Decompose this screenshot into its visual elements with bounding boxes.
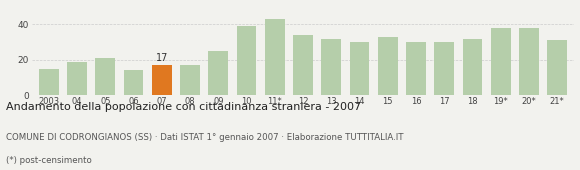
Bar [237,26,256,95]
Bar [152,65,172,95]
Bar [434,42,454,95]
Bar [67,62,87,95]
Bar [180,65,200,95]
Bar [321,39,341,95]
Text: Andamento della popolazione con cittadinanza straniera - 2007: Andamento della popolazione con cittadin… [6,102,361,112]
Bar [378,37,398,95]
Text: 17: 17 [155,53,168,63]
Bar [265,19,285,95]
Bar [463,39,483,95]
Bar [519,28,539,95]
Bar [293,35,313,95]
Bar [406,42,426,95]
Text: (*) post-censimento: (*) post-censimento [6,156,92,165]
Text: COMUNE DI CODRONGIANOS (SS) · Dati ISTAT 1° gennaio 2007 · Elaborazione TUTTITAL: COMUNE DI CODRONGIANOS (SS) · Dati ISTAT… [6,133,403,142]
Bar [208,51,228,95]
Bar [96,58,115,95]
Bar [124,70,143,95]
Bar [548,40,567,95]
Bar [491,28,510,95]
Bar [350,42,369,95]
Bar [39,69,59,95]
